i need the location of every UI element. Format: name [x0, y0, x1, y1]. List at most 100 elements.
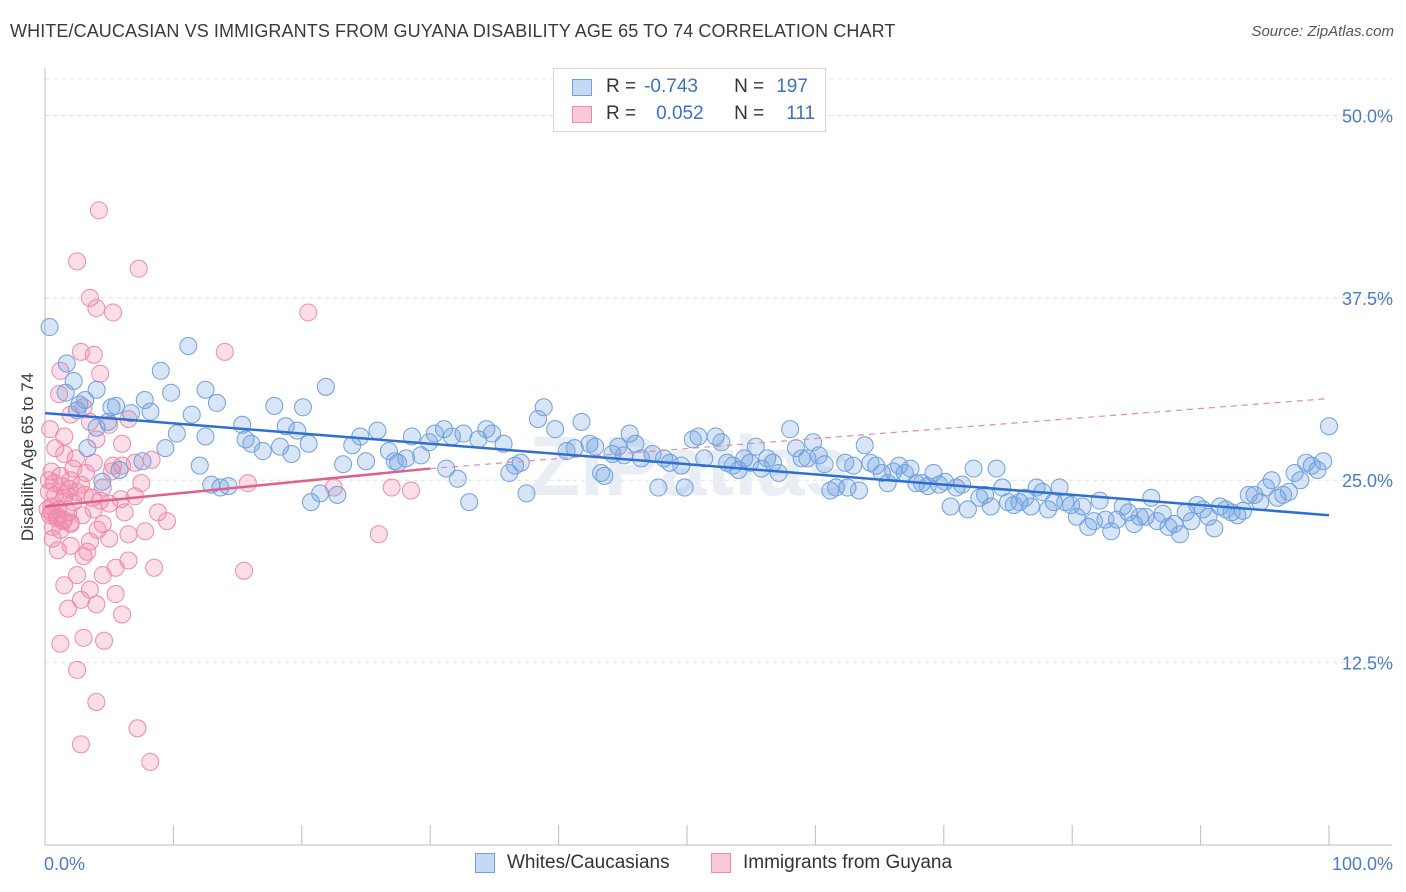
data-point-whites: [981, 497, 1000, 516]
data-point-guyana: [80, 288, 99, 307]
data-point-guyana: [299, 303, 318, 322]
data-point-whites: [397, 449, 416, 468]
trend-line-guyana: [44, 467, 431, 508]
data-point-whites: [1084, 512, 1103, 531]
data-point-guyana: [157, 512, 176, 531]
data-point-guyana: [74, 628, 93, 647]
data-point-whites: [1199, 507, 1218, 526]
data-point-whites: [500, 463, 519, 482]
data-point-whites: [1039, 500, 1058, 519]
data-point-whites: [282, 444, 301, 463]
data-point-whites: [40, 318, 59, 337]
data-point-whites: [546, 420, 565, 439]
data-point-whites: [815, 455, 834, 474]
y-tick-label: 12.5%: [1342, 654, 1393, 674]
data-point-guyana: [61, 513, 80, 532]
legend-row-guyana: R = 0.052 N = 111: [572, 101, 815, 127]
data-point-whites: [1308, 461, 1327, 480]
legend-label-guyana: Immigrants from Guyana: [743, 852, 953, 873]
data-point-guyana: [104, 303, 123, 322]
data-point-whites: [1119, 503, 1138, 522]
data-point-guyana: [238, 474, 257, 493]
data-point-whites: [437, 459, 456, 478]
data-point-whites: [460, 493, 479, 512]
data-point-whites: [316, 377, 335, 396]
data-point-whites: [511, 453, 530, 472]
data-point-guyana: [382, 478, 401, 497]
legend-item-whites[interactable]: Whites/Caucasians: [475, 852, 670, 874]
data-point-whites: [964, 459, 983, 478]
data-point-whites: [87, 380, 106, 399]
data-point-whites: [1073, 497, 1092, 516]
data-point-guyana: [66, 449, 85, 468]
data-point-whites: [689, 427, 708, 446]
legend-n-value-whites: 197: [776, 76, 808, 97]
data-point-guyana: [95, 631, 114, 650]
data-point-guyana: [55, 444, 74, 463]
data-point-guyana: [68, 252, 87, 271]
data-point-whites: [987, 459, 1006, 478]
data-point-guyana: [87, 299, 106, 318]
data-point-whites: [592, 463, 611, 482]
x-tick-labels: 0.0% 100.0%: [44, 854, 1393, 874]
data-point-guyana: [51, 361, 70, 380]
data-point-whites: [301, 493, 320, 512]
data-point-whites: [87, 418, 106, 437]
data-point-whites: [196, 380, 215, 399]
data-point-whites: [890, 456, 909, 475]
y-tick-label: 37.5%: [1342, 289, 1393, 309]
data-point-guyana: [93, 566, 112, 585]
data-point-guyana: [102, 462, 121, 481]
data-point-guyana: [235, 561, 254, 580]
y-tick-label: 25.0%: [1342, 471, 1393, 491]
data-point-whites: [1102, 522, 1121, 541]
data-point-whites: [1234, 501, 1253, 520]
data-point-guyana: [46, 439, 65, 458]
data-point-whites: [133, 452, 152, 471]
data-point-whites: [57, 354, 76, 373]
data-point-guyana: [88, 520, 107, 539]
data-point-whites: [110, 461, 129, 480]
data-point-whites: [798, 449, 817, 468]
data-point-whites: [1090, 491, 1109, 510]
data-point-guyana: [68, 566, 87, 585]
data-point-whites: [838, 478, 857, 497]
legend-swatch-whites: [475, 853, 495, 873]
data-point-whites: [958, 500, 977, 519]
data-point-whites: [792, 449, 811, 468]
data-point-whites: [293, 398, 312, 417]
data-point-guyana: [78, 542, 97, 561]
data-point-guyana: [129, 259, 148, 278]
data-point-whites: [56, 383, 75, 402]
data-point-whites: [1107, 510, 1126, 529]
data-point-whites: [781, 420, 800, 439]
data-point-guyana: [119, 525, 138, 544]
data-point-whites: [156, 439, 175, 458]
data-point-whites: [809, 446, 828, 465]
data-point-whites: [265, 396, 284, 415]
data-point-whites: [1314, 452, 1333, 471]
y-axis-label: Disability Age 65 to 74: [18, 373, 37, 541]
data-point-whites: [1067, 507, 1086, 526]
data-point-whites: [849, 481, 868, 500]
data-point-guyana: [55, 576, 74, 595]
data-point-guyana: [141, 752, 160, 771]
legend-n-label: N =: [734, 76, 765, 97]
data-point-guyana: [136, 522, 155, 541]
data-point-guyana: [142, 450, 161, 469]
data-point-guyana: [71, 735, 90, 754]
data-point-whites: [1285, 463, 1304, 482]
data-point-guyana: [106, 585, 125, 604]
data-point-whites: [741, 453, 760, 472]
data-point-whites: [712, 433, 731, 452]
data-point-whites: [196, 427, 215, 446]
data-point-whites: [151, 361, 170, 380]
data-point-whites: [565, 439, 584, 458]
legend-item-guyana[interactable]: Immigrants from Guyana: [711, 852, 952, 874]
data-point-whites: [872, 463, 891, 482]
data-point-guyana: [128, 719, 147, 738]
legend-n-label: N =: [734, 103, 765, 124]
data-point-whites: [253, 442, 272, 461]
y-tick-labels: 12.5% 25.0% 37.5% 50.0%: [1342, 106, 1393, 673]
data-point-whites: [389, 453, 408, 472]
